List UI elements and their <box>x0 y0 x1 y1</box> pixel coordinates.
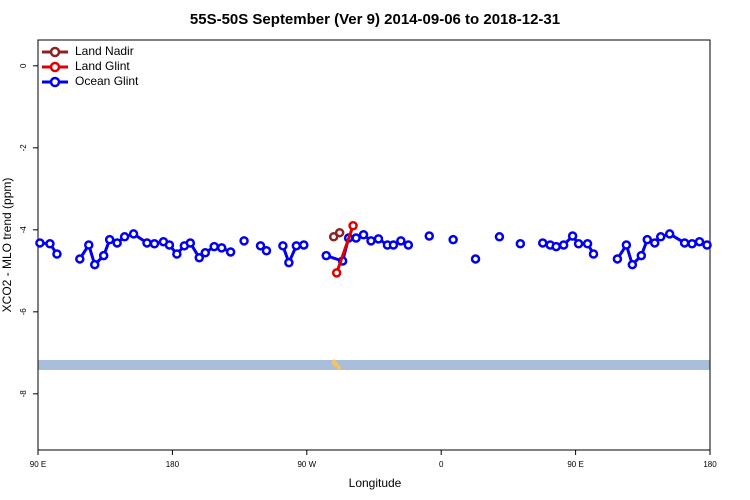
data-point <box>149 239 160 249</box>
data-point <box>172 249 182 259</box>
land-speck <box>333 362 339 368</box>
data-point <box>119 232 130 242</box>
legend-label: Land Glint <box>75 59 130 73</box>
data-point <box>225 247 236 257</box>
legend-label: Ocean Glint <box>75 74 139 88</box>
y-tick-label: -2 <box>19 144 28 152</box>
coverage-band <box>38 360 710 370</box>
data-point <box>75 254 85 264</box>
data-point <box>373 234 384 244</box>
data-point <box>98 250 109 261</box>
data-point <box>388 240 399 250</box>
data-point <box>642 234 653 245</box>
data-point <box>588 249 599 259</box>
data-point <box>164 240 175 250</box>
data-point <box>494 232 505 242</box>
data-point <box>558 240 569 250</box>
data-point <box>403 240 414 250</box>
x-tick-label: 90 E <box>567 460 583 469</box>
data-point <box>702 240 712 250</box>
y-tick-label: -4 <box>19 226 28 234</box>
y-axis-label: XCO2 - MLO trend (ppm) <box>0 178 14 313</box>
data-point <box>328 232 339 242</box>
data-point <box>239 236 249 246</box>
series-line <box>335 225 355 274</box>
data-point <box>128 229 139 239</box>
data-point <box>649 238 660 248</box>
data-point <box>537 238 548 248</box>
data-point <box>216 243 227 253</box>
data-point <box>331 268 342 278</box>
x-tick-label: 0 <box>439 460 444 469</box>
data-point <box>627 259 638 270</box>
y-tick-label: 0 <box>19 63 28 68</box>
data-point <box>142 238 152 248</box>
legend-marker <box>49 76 61 88</box>
data-point <box>291 241 302 251</box>
data-point <box>209 241 219 252</box>
data-point <box>551 241 561 252</box>
data-point <box>104 234 115 245</box>
plot-frame <box>37 39 711 451</box>
data-point <box>45 239 55 249</box>
data-point <box>655 232 666 242</box>
data-point <box>299 240 309 250</box>
data-point <box>582 239 593 249</box>
legend-label: Land Nadir <box>75 44 134 58</box>
x-tick-label: 180 <box>166 460 180 469</box>
data-point <box>687 239 697 249</box>
data-point <box>694 236 705 247</box>
x-axis-label: Longitude <box>349 476 402 490</box>
data-point <box>261 245 272 256</box>
data-point <box>255 241 266 251</box>
data-point <box>470 254 481 264</box>
land-speck <box>337 366 341 370</box>
y-tick-label: -6 <box>19 308 28 316</box>
data-point <box>612 254 623 264</box>
data-point <box>351 233 361 243</box>
data-point <box>89 259 100 270</box>
data-point <box>573 239 584 249</box>
data-point <box>35 238 45 248</box>
data-point <box>567 231 578 241</box>
x-tick-label: 90 W <box>297 460 316 469</box>
data-point <box>358 230 369 240</box>
x-tick-label: 180 <box>703 460 717 469</box>
data-point <box>112 238 122 248</box>
data-point <box>396 236 406 246</box>
data-point <box>52 249 62 259</box>
data-point <box>321 250 331 261</box>
data-point <box>200 248 211 258</box>
data-point <box>348 220 358 231</box>
y-tick-label: -8 <box>19 390 28 398</box>
data-point <box>334 227 345 238</box>
data-point <box>84 240 94 250</box>
chart-title: 55S-50S September (Ver 9) 2014-09-06 to … <box>190 11 560 28</box>
x-tick-label: 90 E <box>30 460 46 469</box>
data-point <box>278 241 288 251</box>
data-point <box>515 239 526 249</box>
data-point <box>636 250 647 261</box>
data-point <box>679 238 690 248</box>
data-point <box>366 236 376 246</box>
data-point <box>284 257 294 268</box>
data-point <box>664 229 675 239</box>
data-point <box>185 238 196 248</box>
legend-marker <box>49 46 61 58</box>
legend-marker <box>49 61 61 73</box>
data-point <box>424 231 435 241</box>
data-point <box>448 234 458 245</box>
data-point <box>621 240 632 250</box>
data-point <box>194 252 205 263</box>
